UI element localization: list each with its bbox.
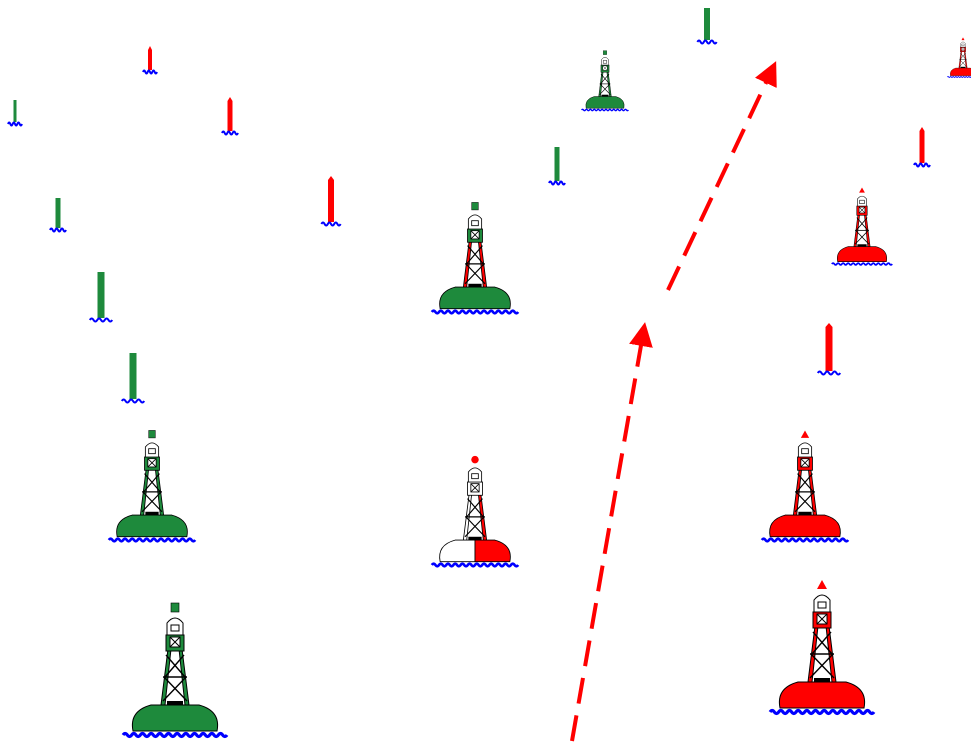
green-spar-buoy	[120, 353, 146, 404]
water-waves	[142, 69, 158, 75]
red-spar-buoy	[221, 97, 239, 136]
water-waves	[221, 130, 239, 136]
water-waves	[49, 227, 67, 233]
water-waves	[548, 180, 566, 186]
lighted-buoys	[107, 37, 971, 739]
red-lighted-buoy	[831, 187, 893, 266]
water-waves	[107, 537, 197, 543]
water-waves	[7, 121, 23, 127]
triangle-topmark-icon	[800, 430, 810, 438]
green-spar-buoy	[7, 100, 23, 127]
water-waves	[913, 162, 931, 168]
course-lines	[570, 61, 777, 742]
water-waves	[768, 708, 876, 716]
green-lighted-buoy	[107, 430, 197, 543]
triangle-topmark-icon	[817, 580, 827, 589]
green-lighted-buoy	[121, 602, 229, 739]
square-topmark-icon	[148, 430, 156, 439]
green-spar-buoy	[49, 198, 67, 233]
triangle-topmark-icon	[961, 37, 965, 41]
sphere-topmark-icon	[471, 455, 479, 464]
water-waves	[816, 370, 842, 376]
red-spar-buoy	[142, 46, 158, 75]
red-lighted-buoy	[947, 37, 971, 78]
red-spar-buoy	[320, 176, 342, 227]
square-topmark-icon	[471, 202, 479, 211]
square-topmark-icon	[603, 50, 607, 55]
water-waves	[430, 309, 520, 315]
water-waves	[430, 562, 520, 568]
red-spar-buoy	[816, 323, 842, 376]
water-waves	[121, 731, 229, 739]
spar-buoys	[7, 8, 931, 404]
water-waves	[120, 398, 146, 404]
water-waves	[581, 108, 629, 112]
water-waves	[696, 39, 718, 45]
square-topmark-icon	[170, 602, 180, 613]
water-waves	[831, 262, 893, 266]
preferred-channel-buoy	[430, 202, 520, 315]
water-waves	[947, 76, 971, 78]
green-spar-buoy	[696, 8, 718, 45]
safe-water-buoy	[430, 455, 520, 568]
water-waves	[320, 221, 342, 227]
green-lighted-buoy	[581, 50, 629, 112]
red-spar-buoy	[913, 127, 931, 168]
course-line-upper	[666, 61, 777, 291]
green-spar-buoy	[548, 147, 566, 186]
green-spar-buoy	[88, 272, 114, 323]
red-lighted-buoy	[760, 430, 850, 543]
triangle-topmark-icon	[859, 187, 865, 193]
course-line-lower	[570, 322, 653, 742]
water-waves	[88, 317, 114, 323]
water-waves	[760, 537, 850, 543]
red-lighted-buoy	[768, 580, 876, 716]
